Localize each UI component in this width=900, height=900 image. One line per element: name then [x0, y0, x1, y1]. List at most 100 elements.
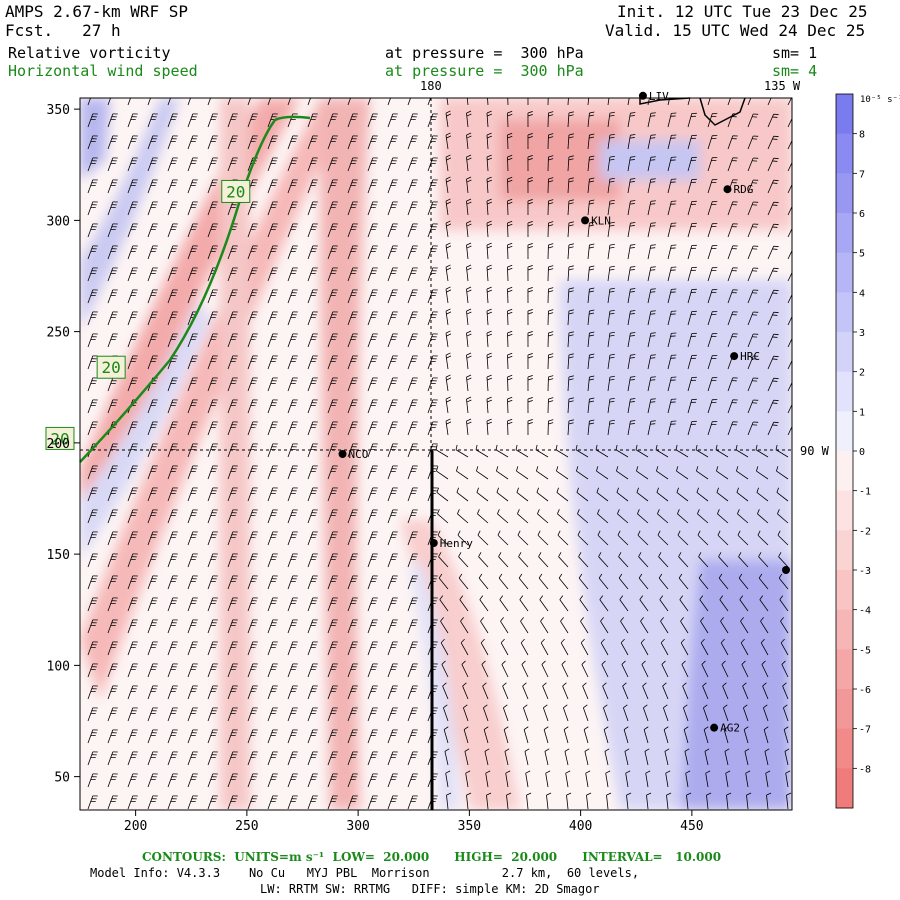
wind-barb-feather: [475, 444, 478, 450]
wind-barb-feather: [526, 792, 532, 796]
wind-barb-feather: [773, 289, 779, 292]
wind-barb-feather: [548, 224, 554, 227]
wind-barb-shaft: [287, 751, 294, 766]
wind-barb-feather: [780, 617, 784, 622]
wind-barb-shaft: [387, 223, 394, 238]
wind-barb-shaft: [407, 685, 414, 700]
wind-barb-feather: [773, 245, 779, 248]
wind-barb-shaft: [407, 201, 414, 216]
wind-barb-shaft: [347, 465, 354, 480]
wind-barb-shaft: [486, 179, 489, 194]
wind-barb-shaft: [607, 399, 611, 414]
colorbar-segment: [836, 332, 853, 373]
wind-barb-shaft: [247, 663, 254, 678]
wind-barb-feather: [776, 466, 779, 472]
wind-barb-feather: [466, 374, 472, 378]
wind-barb-feather: [589, 353, 595, 356]
wind-barb-shaft: [207, 421, 214, 436]
wind-barb-shaft: [567, 289, 570, 304]
wind-barb-feather: [700, 638, 705, 644]
wind-barb-shaft: [267, 311, 274, 326]
wind-barb-feather: [440, 617, 444, 622]
wind-barb-feather: [625, 770, 631, 774]
wind-barb-shaft: [466, 157, 469, 172]
forecast-hour: Fcst. 27 h: [5, 21, 121, 40]
wind-barb-feather: [660, 617, 664, 622]
wind-barb-shaft: [507, 332, 509, 348]
wind-barb-shaft: [367, 333, 374, 348]
wind-barb-shaft: [247, 751, 254, 766]
wind-barb-feather: [773, 223, 779, 226]
wind-barb-shaft: [607, 289, 611, 304]
wind-barb-shaft: [287, 289, 294, 304]
wind-barb-feather: [507, 154, 513, 158]
wind-barb-feather: [794, 290, 799, 291]
wind-barb-shaft: [227, 773, 234, 788]
wind-barb-feather: [680, 617, 684, 622]
wind-barb-shaft: [587, 421, 590, 436]
wind-barb-feather: [773, 157, 779, 160]
wind-barb-shaft: [696, 492, 709, 502]
colorbar-segment: [836, 371, 853, 412]
wind-barb-shaft: [785, 773, 789, 788]
wind-barb-feather: [527, 375, 533, 378]
wind-barb-shaft: [247, 289, 254, 304]
wind-barb-shaft: [658, 556, 669, 568]
wind-barb-shaft: [87, 773, 94, 788]
wind-barb-feather: [457, 530, 461, 536]
wind-barb-feather: [458, 573, 463, 579]
wind-barb-shaft: [307, 641, 314, 656]
wind-barb-shaft: [367, 377, 374, 392]
wind-barb-feather: [466, 179, 472, 183]
wind-barb-shaft: [700, 620, 709, 634]
wind-barb-feather: [602, 682, 607, 687]
wind-barb-shaft: [307, 421, 314, 436]
wind-barb-feather: [783, 704, 788, 709]
wind-barb-feather: [535, 444, 538, 450]
wind-barb-shaft: [542, 707, 549, 722]
wind-barb-shaft: [187, 245, 194, 260]
wind-barb-shaft: [207, 333, 214, 348]
wind-barb-shaft: [167, 267, 174, 282]
wind-barb-shaft: [759, 599, 769, 612]
wind-barb-shaft: [367, 399, 374, 414]
wind-barb-feather: [778, 552, 782, 557]
wind-barb-shaft: [622, 707, 629, 722]
wind-barb-shaft: [267, 707, 274, 722]
wind-barb-shaft: [556, 492, 569, 502]
wind-barb-feather: [504, 748, 510, 752]
wind-barb-shaft: [367, 223, 374, 238]
longitude-label-90w: 90 W: [800, 444, 829, 458]
contour-label: 20: [50, 429, 69, 448]
wind-barb-feather: [486, 418, 492, 422]
wind-barb-feather: [537, 530, 541, 536]
wind-barb-feather: [589, 375, 595, 378]
wind-barb-shaft: [127, 201, 134, 216]
wind-barb-shaft: [595, 449, 609, 458]
wind-barb-shaft: [87, 729, 94, 744]
wind-barb-shaft: [387, 465, 394, 480]
wind-barb-shaft: [147, 685, 154, 700]
wind-barb-feather: [724, 748, 730, 752]
wind-barb-feather: [466, 418, 472, 422]
wind-barb-shaft: [127, 377, 134, 392]
wind-barb-feather: [445, 198, 451, 202]
wind-barb-feather: [462, 682, 467, 687]
wind-barb-feather: [464, 748, 470, 752]
wind-barb-shaft: [227, 575, 234, 590]
wind-barb-feather: [794, 158, 799, 159]
wind-barb-feather: [459, 595, 464, 600]
wind-barb-shaft: [247, 509, 254, 524]
wind-barb-feather: [445, 132, 451, 136]
wind-barb-shaft: [762, 685, 769, 700]
wind-barb-shaft: [735, 449, 749, 458]
wind-barb-shaft: [567, 421, 570, 436]
wind-barb-shaft: [677, 513, 689, 524]
wind-barb-feather: [527, 133, 533, 136]
wind-barb-shaft: [187, 465, 194, 480]
wind-barb-feather: [735, 444, 738, 450]
wind-barb-shaft: [507, 178, 509, 194]
wind-barb-shaft: [786, 795, 789, 810]
wind-barb-feather: [638, 552, 642, 557]
y-tick-label: 200: [47, 437, 70, 452]
